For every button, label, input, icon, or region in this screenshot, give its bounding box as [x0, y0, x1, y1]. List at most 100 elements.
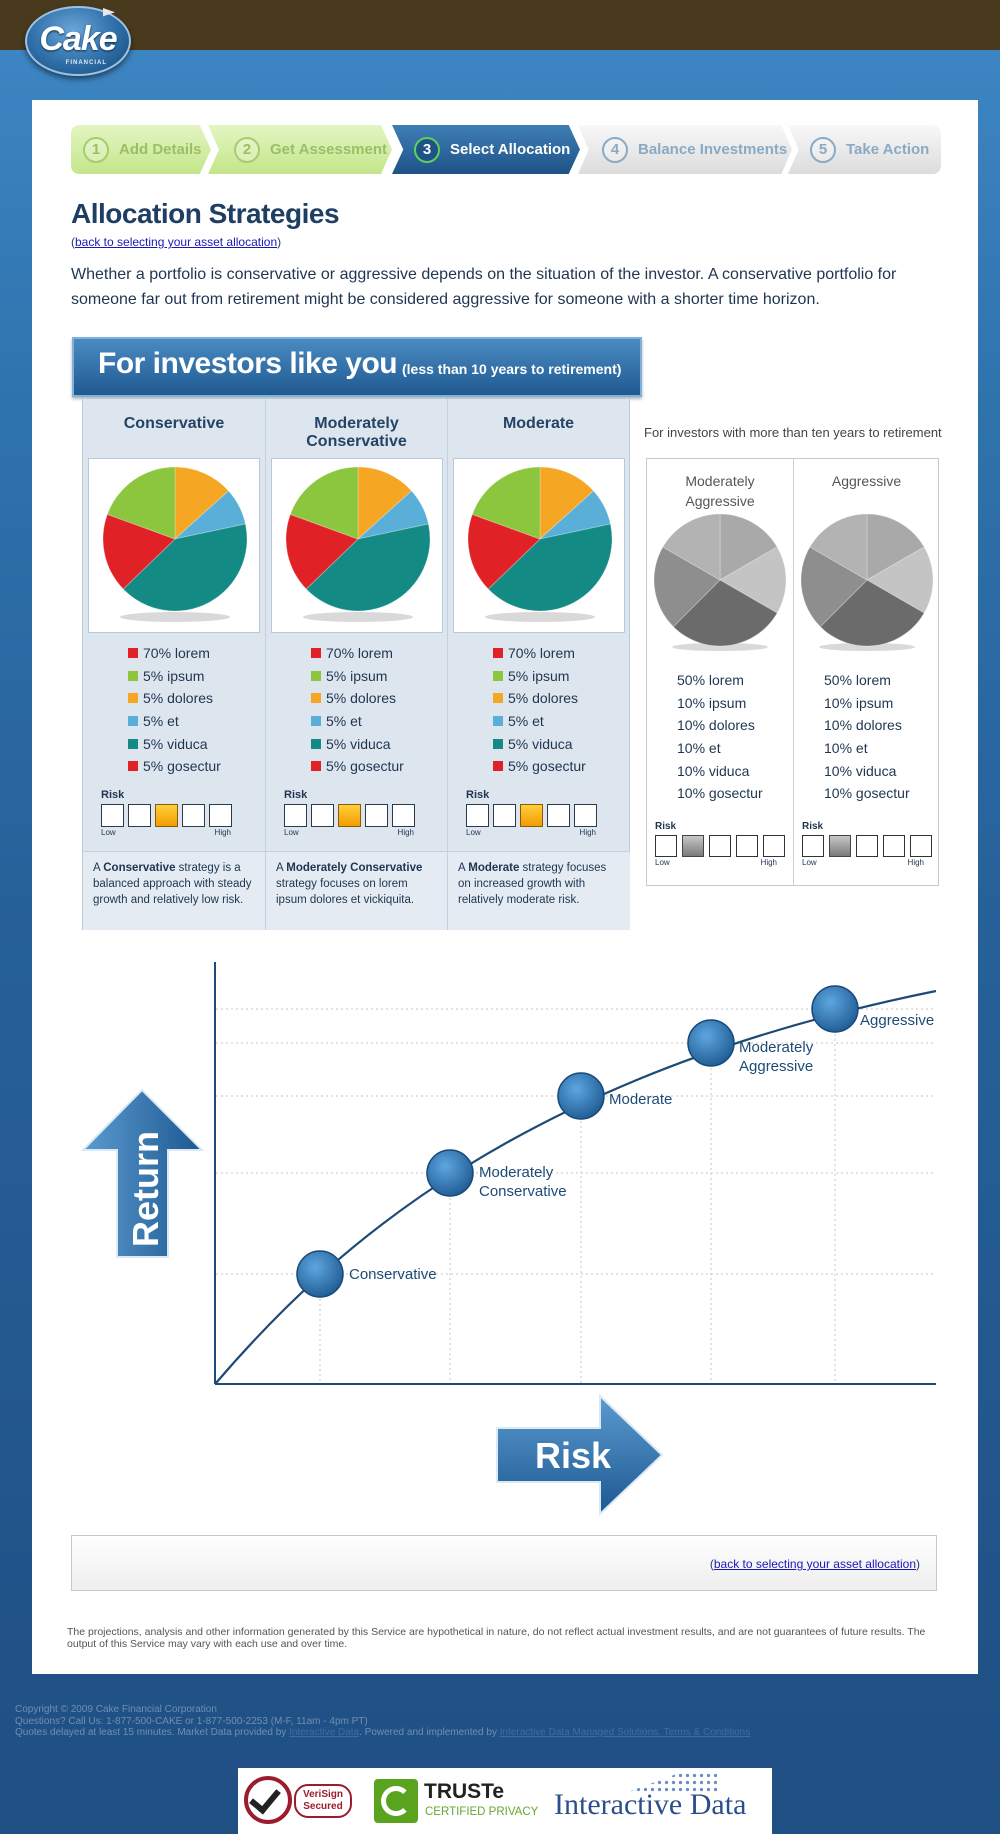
- step-get-assessment[interactable]: 2 Get Assessment: [208, 125, 392, 174]
- risk-box: [763, 835, 785, 857]
- strategy-description-bold: Moderately Conservative: [286, 862, 423, 874]
- legend-label: 50% lorem: [824, 672, 891, 689]
- legend-label: 70% lorem: [508, 645, 575, 662]
- legend-item: 5% ipsum: [493, 665, 586, 688]
- risk-meter: Risk Low High: [466, 789, 601, 837]
- pie-slice: [102, 513, 176, 590]
- risk-box: [547, 804, 570, 827]
- pie-slice: [538, 490, 612, 540]
- pie-slice: [653, 546, 721, 628]
- legend-swatch: [493, 716, 503, 727]
- pie-slice: [471, 467, 541, 540]
- strategy-moderately-aggressive[interactable]: Moderately Aggressive 50% lorem 10% ipsu…: [647, 459, 793, 885]
- step-take-action[interactable]: 5 Take Action: [788, 125, 941, 174]
- legend-swatch: [311, 738, 321, 749]
- page-title: Allocation Strategies: [71, 198, 340, 229]
- strategy-aggressive[interactable]: Aggressive 50% lorem 10% ipsum 10% dolor…: [793, 459, 939, 885]
- step-label: Get Assessment: [270, 141, 387, 158]
- point-moderately-aggressive[interactable]: Moderately Aggressive: [687, 1019, 814, 1075]
- copyright-text: Copyright © 2009 Cake Financial Corporat…: [15, 1704, 217, 1715]
- interactive-data-logo[interactable]: Interactive Data: [554, 1788, 747, 1821]
- step-select-allocation[interactable]: 3 Select Allocation: [392, 125, 580, 174]
- strategy-moderate[interactable]: Moderate 70% lorem 5% ipsum 5% dolores 5…: [447, 399, 630, 930]
- risk-return-diagram: Conservative Moderately Conservative Mode…: [80, 962, 937, 1517]
- pie-slice: [487, 523, 613, 612]
- managed-solutions-link[interactable]: Interactive Data Managed Solutions. Term…: [499, 1727, 751, 1738]
- strategy-description: A Moderately Conservative strategy focus…: [266, 851, 448, 930]
- pie-slice: [357, 467, 413, 541]
- questions-text: Questions? Call Us: 1-877-500-CAKE or 1-…: [15, 1715, 368, 1727]
- legend-item: 70% lorem: [311, 642, 404, 665]
- pie-chart-box: [88, 458, 260, 633]
- pie-slice: [866, 514, 925, 581]
- pie-shadow: [303, 612, 413, 622]
- legend-label: 10% viduca: [824, 762, 897, 779]
- risk-high-label: High: [579, 828, 596, 837]
- legend-swatch: [128, 693, 138, 704]
- legend-swatch: [311, 716, 321, 727]
- truste-title: TRUSTe: [424, 1780, 505, 1803]
- step-label: Balance Investments: [638, 141, 788, 158]
- allocation-legend: 70% lorem 5% ipsum 5% dolores 5% et 5% v…: [128, 642, 221, 778]
- legend-item: 5% viduca: [493, 732, 586, 755]
- point-aggressive[interactable]: Aggressive: [811, 985, 934, 1033]
- intro-text: Whether a portfolio is conservative or a…: [71, 266, 897, 308]
- risk-box: [682, 835, 704, 857]
- allocation-pie-chart: [102, 467, 248, 622]
- risk-box: [182, 804, 205, 827]
- allocation-legend: 70% lorem 5% ipsum 5% dolores 5% et 5% v…: [493, 642, 586, 778]
- verisign-check-icon[interactable]: [244, 1776, 292, 1824]
- bottom-link-box: (back to selecting your asset allocation…: [71, 1535, 937, 1591]
- legend-item: 5% ipsum: [311, 665, 404, 688]
- risk-box: [128, 804, 151, 827]
- strategy-name: Conservative: [123, 415, 225, 432]
- point-moderately-conservative[interactable]: Moderately Conservative: [426, 1149, 567, 1200]
- risk-meter: Risk Low High: [101, 789, 236, 837]
- strategy-description-bold: Conservative: [103, 862, 176, 874]
- risk-box: [520, 804, 543, 827]
- logo-subtext: FINANCIAL: [65, 60, 107, 66]
- risk-low-label: Low: [655, 858, 670, 867]
- legend-swatch: [128, 738, 138, 749]
- point-label: Conservative: [349, 1266, 437, 1283]
- back-link-top[interactable]: back to selecting your asset allocation: [75, 235, 278, 249]
- strategy-name: Aggressive: [831, 473, 902, 489]
- point-conservative[interactable]: Conservative: [296, 1250, 437, 1298]
- cake-financial-logo[interactable]: Cake FINANCIAL: [25, 6, 131, 76]
- step-add-details[interactable]: 1 Add Details: [71, 125, 211, 174]
- legend-label: 5% dolores: [326, 690, 397, 707]
- pie-slice: [305, 523, 431, 612]
- risk-box: [101, 804, 124, 827]
- point-moderate[interactable]: Moderate: [557, 1072, 672, 1120]
- strategy-name: Moderately Conservative: [306, 415, 407, 450]
- trust-badges: VeriSign Secured TRUSTe CERTIFIED PRIVACY…: [238, 1768, 772, 1834]
- step-balance-investments[interactable]: 4 Balance Investments: [578, 125, 792, 174]
- other-investors-caption: For investors with more than ten years t…: [644, 425, 942, 440]
- pie-slice: [173, 490, 247, 540]
- back-link-bottom[interactable]: back to selecting your asset allocation: [713, 1557, 916, 1571]
- pie-slice: [662, 514, 721, 581]
- allocation-legend: 50% lorem 10% ipsum 10% dolores 10% et 1…: [824, 669, 910, 805]
- pie-shadow: [819, 643, 915, 651]
- legend-item: 5% dolores: [128, 687, 221, 710]
- gray-pie-chart: [800, 514, 934, 651]
- legend-item: 5% et: [128, 710, 221, 733]
- strategy-description: A Conservative strategy is a balanced ap…: [83, 851, 265, 930]
- risk-low-label: Low: [284, 828, 299, 837]
- strategy-moderately-conservative[interactable]: Moderately Conservative 70% lorem 5% ips…: [265, 399, 448, 930]
- strategy-conservative[interactable]: Conservative 70% lorem 5% ipsum 5% dolor…: [83, 399, 265, 930]
- legend-swatch: [493, 648, 503, 659]
- legend-label: 10% et: [677, 740, 721, 757]
- legend-label: 5% et: [143, 713, 179, 730]
- point-label: Moderately Conservative: [479, 1164, 567, 1200]
- banner-title: For investors like you: [98, 347, 398, 380]
- legend-label: 10% gosectur: [824, 785, 910, 802]
- interactive-data-link[interactable]: Interactive Data: [289, 1727, 360, 1738]
- legend-label: 5% dolores: [143, 690, 214, 707]
- pie-chart-box: [453, 458, 625, 633]
- pie-slice: [285, 513, 359, 590]
- truste-icon[interactable]: [374, 1779, 418, 1823]
- top-bar: [0, 0, 1000, 50]
- legend-label: 5% viduca: [143, 735, 208, 752]
- risk-box: [736, 835, 758, 857]
